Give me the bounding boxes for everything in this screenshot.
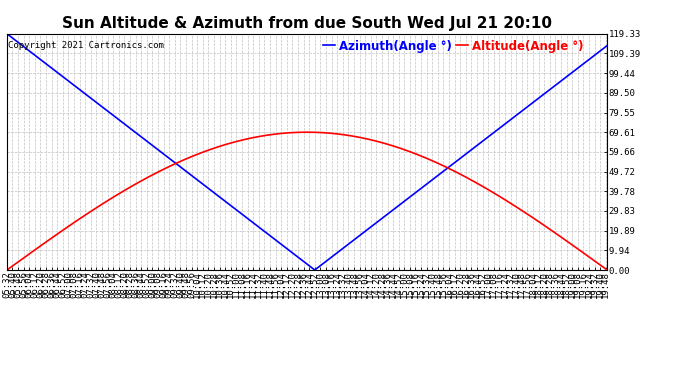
Title: Sun Altitude & Azimuth from due South Wed Jul 21 20:10: Sun Altitude & Azimuth from due South We… xyxy=(62,16,552,31)
Legend: Azimuth(Angle °), Altitude(Angle °): Azimuth(Angle °), Altitude(Angle °) xyxy=(324,40,583,53)
Text: Copyright 2021 Cartronics.com: Copyright 2021 Cartronics.com xyxy=(8,41,164,50)
